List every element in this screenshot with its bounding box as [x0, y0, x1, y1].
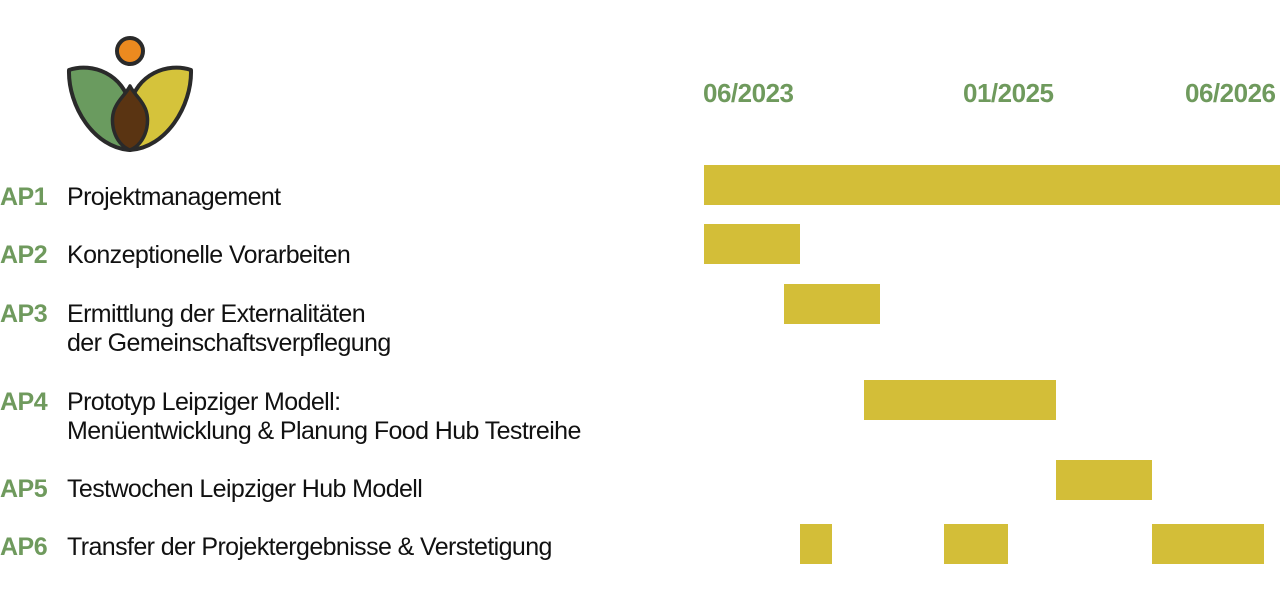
timeline-tick-start: 06/2023 — [703, 78, 794, 108]
task-name: Ermittlung der Externalitäten der Gemein… — [67, 300, 391, 358]
timeline-tick-middle: 01/2025 — [963, 78, 1054, 108]
gantt-bar-ap1-1 — [704, 165, 1280, 205]
task-name-line: Prototyp Leipziger Modell: — [67, 388, 341, 416]
task-name: Transfer der Projektergebnisse & Verstet… — [67, 533, 552, 562]
task-name-line: Transfer der Projektergebnisse & Verstet… — [67, 533, 552, 561]
logo-brown-drop — [110, 84, 150, 152]
task-code: AP4 — [0, 388, 48, 416]
task-name: Prototyp Leipziger Modell: Menüentwicklu… — [67, 388, 581, 446]
task-code: AP5 — [0, 475, 48, 503]
gantt-bar-ap6-3 — [1152, 524, 1264, 564]
logo-orange-dot — [115, 36, 145, 66]
task-name-line: Testwochen Leipziger Hub Modell — [67, 475, 423, 503]
task-code: AP1 — [0, 183, 48, 211]
gantt-bar-ap2-1 — [704, 224, 800, 264]
task-name-line: Ermittlung der Externalitäten — [67, 300, 366, 328]
task-name: Testwochen Leipziger Hub Modell — [67, 475, 423, 504]
gantt-bar-ap6-1 — [800, 524, 832, 564]
timeline-tick-end: 06/2026 — [1185, 78, 1276, 108]
project-logo — [66, 36, 194, 152]
task-code: AP6 — [0, 533, 48, 561]
gantt-bar-ap4-1 — [864, 380, 1056, 420]
task-name-line: der Gemeinschaftsverpflegung — [67, 329, 391, 357]
gantt-bar-ap6-2 — [944, 524, 1008, 564]
task-name-line: Projektmanagement — [67, 183, 281, 211]
task-code: AP2 — [0, 241, 48, 269]
gantt-bar-ap3-1 — [784, 284, 880, 324]
gantt-bar-ap5-1 — [1056, 460, 1152, 500]
task-name: Konzeptionelle Vorarbeiten — [67, 241, 351, 270]
task-name-line: Menüentwicklung & Planung Food Hub Testr… — [67, 417, 581, 445]
task-name-line: Konzeptionelle Vorarbeiten — [67, 241, 351, 269]
task-name: Projektmanagement — [67, 183, 281, 212]
task-code: AP3 — [0, 300, 48, 328]
